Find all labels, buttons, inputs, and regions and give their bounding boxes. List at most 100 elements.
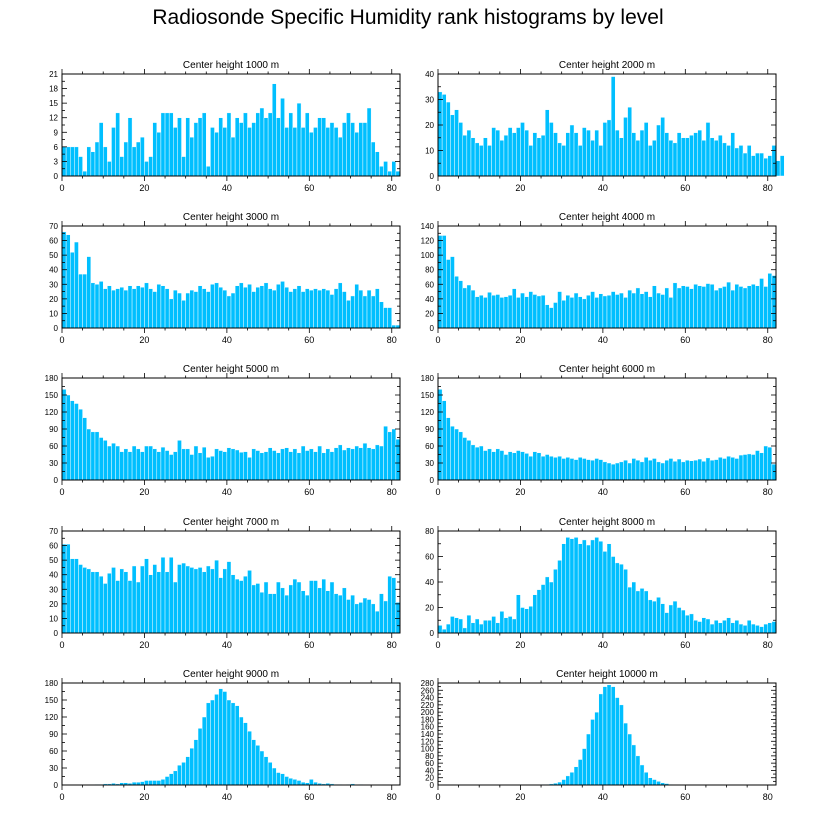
histogram-bar (643, 457, 649, 481)
histogram-bar (342, 122, 347, 177)
x-tick-label: 60 (680, 792, 690, 802)
histogram-bar (271, 83, 277, 177)
histogram-bar (441, 235, 447, 329)
y-tick-label: 30 (425, 96, 434, 105)
histogram-bar (594, 711, 599, 786)
x-tick-label: 80 (387, 640, 397, 650)
x-tick-label: 0 (59, 640, 64, 650)
histogram-bar (569, 772, 575, 786)
histogram-bar (528, 605, 534, 634)
histogram-bar (160, 557, 166, 634)
y-tick-label: 70 (49, 527, 58, 536)
histogram-bar (177, 292, 182, 329)
histogram-bar (350, 122, 355, 177)
histogram-bar (635, 590, 641, 634)
histogram-bar (135, 581, 141, 634)
histogram-bar (487, 292, 492, 329)
histogram-bar (602, 295, 608, 329)
histogram-bar (590, 140, 595, 177)
histogram-bar (135, 141, 141, 177)
y-tick-label: 100 (421, 745, 435, 754)
histogram-bar (660, 462, 665, 481)
histogram-bar (102, 146, 108, 177)
histogram-bar (255, 112, 261, 177)
y-tick-label: 0 (430, 476, 435, 485)
histogram-bar (123, 448, 129, 481)
histogram-bar (771, 145, 777, 177)
histogram-bar (156, 132, 162, 177)
x-tick-label: 80 (763, 335, 773, 345)
histogram-bar (168, 773, 174, 786)
histogram-bar (107, 161, 112, 177)
histogram-bar (131, 565, 137, 634)
x-tick-label: 40 (598, 487, 608, 497)
x-tick-label: 40 (598, 640, 608, 650)
histogram-bar (536, 137, 542, 177)
histogram-bar (296, 452, 302, 481)
panel-title: Center height 7000 m (183, 517, 279, 528)
histogram-bar (267, 762, 273, 786)
histogram-bar (107, 285, 112, 329)
histogram-bar (267, 447, 273, 481)
histogram-bar (474, 142, 480, 177)
histogram-bar (755, 285, 760, 329)
histogram-bar (672, 461, 678, 481)
panel-title: Center height 3000 m (183, 212, 279, 223)
histogram-bar (234, 285, 240, 329)
histogram-bar (511, 132, 517, 177)
histogram-bar (391, 577, 397, 634)
y-tick-label: 15 (49, 99, 58, 108)
y-tick-label: 100 (421, 251, 435, 260)
histogram-bar (61, 389, 67, 481)
histogram-bar (734, 620, 740, 634)
histogram-bar (284, 127, 289, 177)
histogram-bar (304, 450, 310, 481)
histogram-bar (94, 431, 100, 481)
y-tick-label: 0 (430, 324, 435, 333)
histogram-bar (647, 599, 653, 634)
histogram-bar (214, 132, 219, 177)
x-tick-label: 40 (598, 335, 608, 345)
histogram-bar (259, 285, 265, 329)
histogram-bar (329, 294, 335, 329)
histogram-bar (288, 584, 294, 634)
histogram-bar (623, 722, 628, 786)
y-tick-label: 60 (49, 747, 58, 756)
histogram-bar (701, 286, 707, 329)
histogram-bar (742, 454, 748, 481)
histogram-bar (709, 137, 715, 177)
histogram-bar (573, 459, 579, 481)
histogram-panel: Center height 1000 m 0 3 6 9 12 15 18 21 0 20 40 60 8… (49, 60, 401, 193)
histogram-bar (520, 292, 525, 329)
histogram-bar (503, 617, 509, 634)
y-tick-label: 120 (45, 713, 59, 722)
histogram-bar (631, 458, 637, 481)
histogram-bar (660, 294, 665, 329)
histogram-bar (107, 445, 112, 481)
histogram-bar (569, 297, 575, 329)
histogram-bar (470, 444, 476, 481)
histogram-bar (160, 779, 166, 786)
histogram-bar (487, 145, 492, 177)
histogram-bar (693, 459, 698, 481)
histogram-bar (206, 565, 211, 634)
histogram-bar (313, 288, 318, 329)
y-tick-label: 60 (425, 759, 434, 768)
histogram-bar (263, 756, 269, 786)
histogram-bar (78, 408, 83, 481)
histogram-bar (470, 137, 476, 177)
y-tick-label: 150 (45, 391, 59, 400)
histogram-bar (672, 600, 678, 634)
histogram-bar (201, 446, 207, 481)
y-tick-label: 18 (49, 85, 58, 94)
histogram-bar (259, 591, 265, 634)
histogram-bar (271, 767, 277, 786)
histogram-bar (553, 569, 558, 634)
histogram-bar (366, 447, 372, 481)
histogram-bar (664, 612, 670, 634)
histogram-bar (705, 283, 711, 329)
histogram-bar (627, 733, 632, 786)
histogram-bar (98, 437, 104, 481)
histogram-bar (631, 581, 637, 634)
y-tick-label: 180 (45, 679, 59, 688)
